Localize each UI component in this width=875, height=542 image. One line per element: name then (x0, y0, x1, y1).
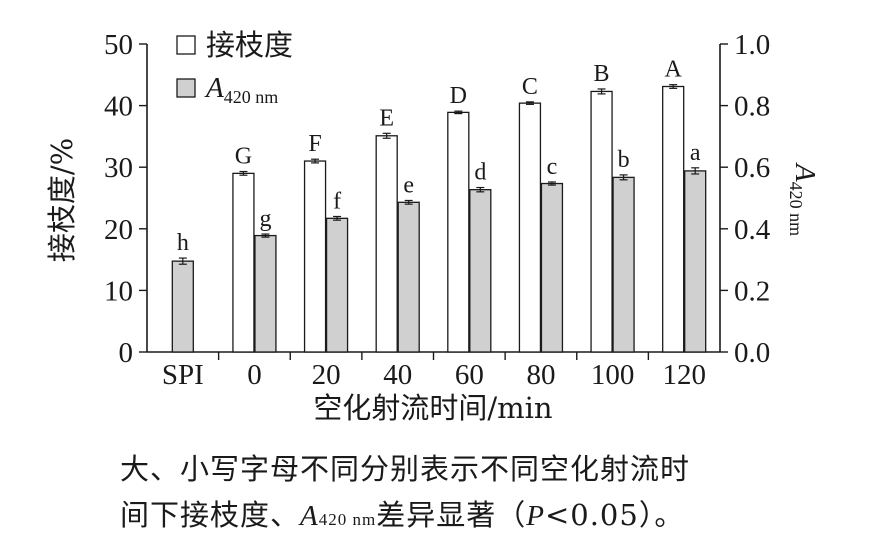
y-right-tick-label: 0.0 (734, 337, 770, 369)
x-axis-title: 空化射流时间/min (313, 391, 552, 425)
grafting-degree-significance-label: D (450, 83, 467, 109)
a420-significance-label: g (259, 206, 271, 232)
legend-swatch-a420 (176, 78, 196, 98)
y-right-tick-label: 0.6 (734, 152, 770, 184)
a420-significance-label: b (618, 147, 630, 173)
a420-bar (684, 170, 707, 353)
bar-chart: 0 10 20 30 40 50 0.0 0.2 0.4 0.6 0.8 1.0 SPI 0 20 40 60 8… (45, 28, 821, 425)
grafting-degree-significance-label: C (522, 74, 538, 100)
grafting-degree-significance-label: G (235, 144, 252, 170)
footnote-line-2: 间下接枝度、A420 nm差异显著（P<0.05）。 (120, 492, 684, 534)
grafting-degree-bar (303, 160, 327, 353)
y-left-tick-label: 10 (104, 275, 133, 307)
grafting-degree-bar (232, 172, 255, 353)
y-axis-right-title: A420 nm (786, 162, 821, 236)
footnote-a-subscript: 420 nm (318, 510, 377, 529)
y-left-tick-label: 50 (104, 29, 133, 61)
y-right-tick-label: 0.8 (734, 91, 770, 123)
y-right-tick-label: 0.4 (734, 214, 771, 246)
grafting-degree-significance-label: F (308, 131, 321, 157)
grafting-degree-significance-label: A (665, 57, 683, 83)
footnote-text-1: 大、小写字母不同分别表示不同空化射流时 (120, 452, 691, 486)
grafting-degree-bar (447, 111, 470, 353)
x-tick-label: 120 (662, 359, 706, 391)
x-tick-label: 40 (383, 359, 412, 391)
a420-bar (171, 260, 194, 353)
a420-significance-label: d (474, 160, 486, 186)
a420-significance-label: a (690, 140, 701, 166)
footnote-a-symbol: A (300, 500, 319, 532)
grafting-degree-significance-label: B (594, 61, 610, 87)
grafting-degree-bar (518, 102, 542, 353)
a420-bar (612, 176, 635, 353)
a420-bar (397, 201, 420, 353)
a420-bar (540, 182, 564, 353)
legend-label-a420: A420 nm (204, 72, 278, 107)
grafting-degree-bar (662, 85, 685, 353)
x-tick-label: SPI (162, 359, 204, 391)
a420-bar (469, 189, 492, 353)
grafting-degree-bar (375, 135, 398, 353)
y-left-tick-label: 30 (104, 152, 133, 184)
a420-significance-label: f (333, 188, 341, 214)
y-left-tick-label: 0 (119, 337, 134, 369)
footnote-p-symbol: P (526, 500, 545, 532)
x-tick-label: 20 (312, 359, 341, 391)
y-left-tick-label: 40 (104, 91, 133, 123)
x-tick-label: 60 (455, 359, 484, 391)
footnote-line-1: 大、小写字母不同分别表示不同空化射流时 (120, 446, 690, 488)
grafting-degree-bar (590, 90, 613, 353)
a420-significance-label: e (403, 172, 414, 198)
legend-swatch-grafting (176, 35, 196, 55)
x-tick-label: 0 (247, 359, 262, 391)
footnote-text-2c: <0.05）。 (544, 498, 685, 532)
y-axis-left-title: 接枝度/% (45, 138, 79, 262)
y-right-tick-label: 1.0 (734, 29, 770, 61)
a420-significance-label: c (547, 154, 558, 180)
footnote-text-2b: 差异显著（ (376, 498, 527, 532)
y-left-tick-label: 20 (104, 214, 133, 246)
a420-bar (254, 234, 277, 353)
x-tick-label: 100 (591, 359, 635, 391)
grafting-degree-significance-label: E (379, 105, 394, 131)
x-tick-label: 80 (526, 359, 555, 391)
y-right-tick-label: 0.2 (734, 275, 770, 307)
legend-label-grafting: 接枝度 (206, 28, 293, 62)
a420-bar (325, 217, 349, 353)
footnote-text-2a: 间下接枝度、 (120, 498, 301, 532)
a420-significance-label: h (177, 230, 189, 256)
